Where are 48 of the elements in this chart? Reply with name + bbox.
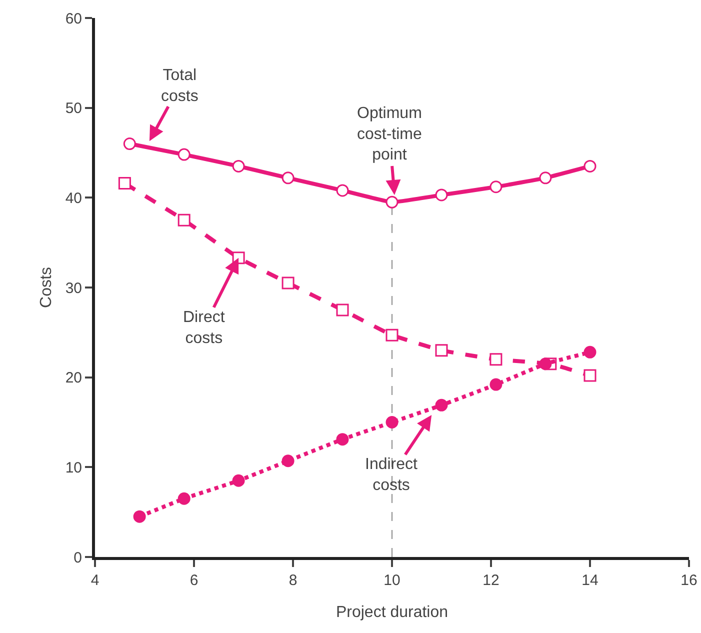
y-tick-label: 10: [65, 459, 82, 476]
point: [435, 344, 448, 357]
x-tick-label: 16: [680, 572, 698, 589]
point: [435, 188, 448, 202]
point: [232, 474, 245, 487]
point: [178, 492, 190, 505]
point: [386, 196, 398, 208]
y-tick-label: 0: [74, 549, 82, 566]
point: [539, 172, 552, 184]
point: [282, 172, 294, 184]
x-tick-label: 12: [482, 572, 500, 589]
y-tick-label: 20: [65, 370, 82, 387]
point: [123, 138, 136, 150]
x-tick-label: 14: [582, 572, 598, 589]
x-axis-title: Project duration: [336, 604, 448, 621]
x-tick-label: 4: [90, 572, 100, 589]
annotation: Total costs: [161, 67, 198, 105]
point: [584, 346, 596, 358]
y-axis-title: Costs: [38, 267, 55, 308]
x-tick-label: 6: [190, 572, 198, 589]
y-tick-label: 40: [65, 190, 82, 207]
point: [282, 454, 294, 468]
point: [490, 180, 502, 194]
point: [490, 353, 502, 366]
annotation: Direct costs: [183, 309, 226, 347]
point: [490, 378, 502, 391]
point: [435, 398, 448, 412]
point: [232, 160, 245, 172]
point: [282, 276, 294, 290]
annotation: Optimum cost-time point: [357, 105, 422, 164]
y-tick-label: 30: [65, 280, 82, 297]
point: [539, 358, 552, 370]
x-tick-label: 10: [384, 572, 400, 589]
y-tick-label: 50: [65, 100, 82, 118]
point: [386, 416, 398, 428]
y-tick-label: 60: [65, 10, 82, 28]
point: [178, 148, 190, 161]
point: [584, 369, 596, 382]
point: [178, 214, 190, 226]
point: [584, 160, 596, 172]
point: [336, 433, 349, 446]
point: [386, 328, 398, 342]
x-tick-label: 8: [288, 572, 298, 589]
point: [133, 510, 146, 523]
annotation: Indirect costs: [365, 456, 418, 494]
point: [336, 304, 349, 316]
point: [336, 184, 349, 197]
point: [118, 177, 131, 190]
